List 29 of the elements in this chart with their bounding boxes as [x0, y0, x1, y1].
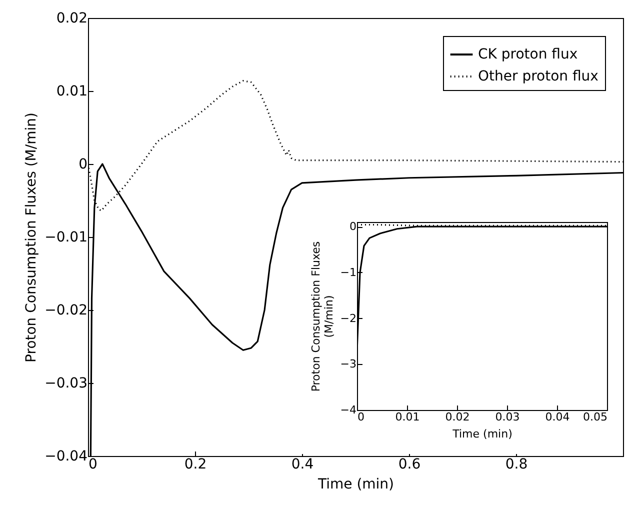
- y-axis-title: Proton Consumption Fluxes (M/min): [24, 112, 40, 362]
- x-tick-label: 0: [88, 456, 98, 472]
- x-tick-label: 0.05: [583, 410, 608, 424]
- y-tick-label: 0.01: [56, 84, 88, 100]
- legend-label: CK proton flux: [478, 46, 578, 62]
- y-axis-title: Proton Consumption Fluxes (M/min): [309, 241, 336, 392]
- y-tick-label: −0.03: [44, 376, 88, 392]
- legend-label: Other proton flux: [478, 68, 598, 84]
- y-tick-label: 0: [78, 156, 88, 172]
- x-axis-title: Time (min): [316, 476, 394, 492]
- x-tick-label: 0.04: [545, 410, 570, 424]
- y-tick-label: 0.02: [56, 10, 88, 26]
- y-tick-label: −0.01: [44, 230, 88, 246]
- y-tick-label: −0.04: [44, 448, 88, 464]
- y-tick-label: −2: [340, 312, 356, 325]
- x-tick-label: 0.4: [291, 456, 314, 472]
- x-tick-label: 0.6: [398, 456, 421, 472]
- x-tick-label: 0.01: [395, 410, 420, 424]
- y-tick-label: 0: [350, 220, 356, 234]
- y-tick-label: −1: [340, 266, 356, 279]
- y-tick-label: −0.02: [44, 302, 88, 318]
- x-tick-label: 0.8: [505, 456, 528, 472]
- x-tick-label: 0: [358, 410, 364, 424]
- x-tick-label: 0.2: [184, 456, 207, 472]
- x-axis-title: Time (min): [452, 428, 512, 440]
- y-tick-label: −4: [340, 404, 356, 416]
- x-tick-label: 0.03: [495, 410, 520, 424]
- y-tick-label: −3: [340, 358, 356, 371]
- x-tick-label: 0.02: [445, 410, 470, 424]
